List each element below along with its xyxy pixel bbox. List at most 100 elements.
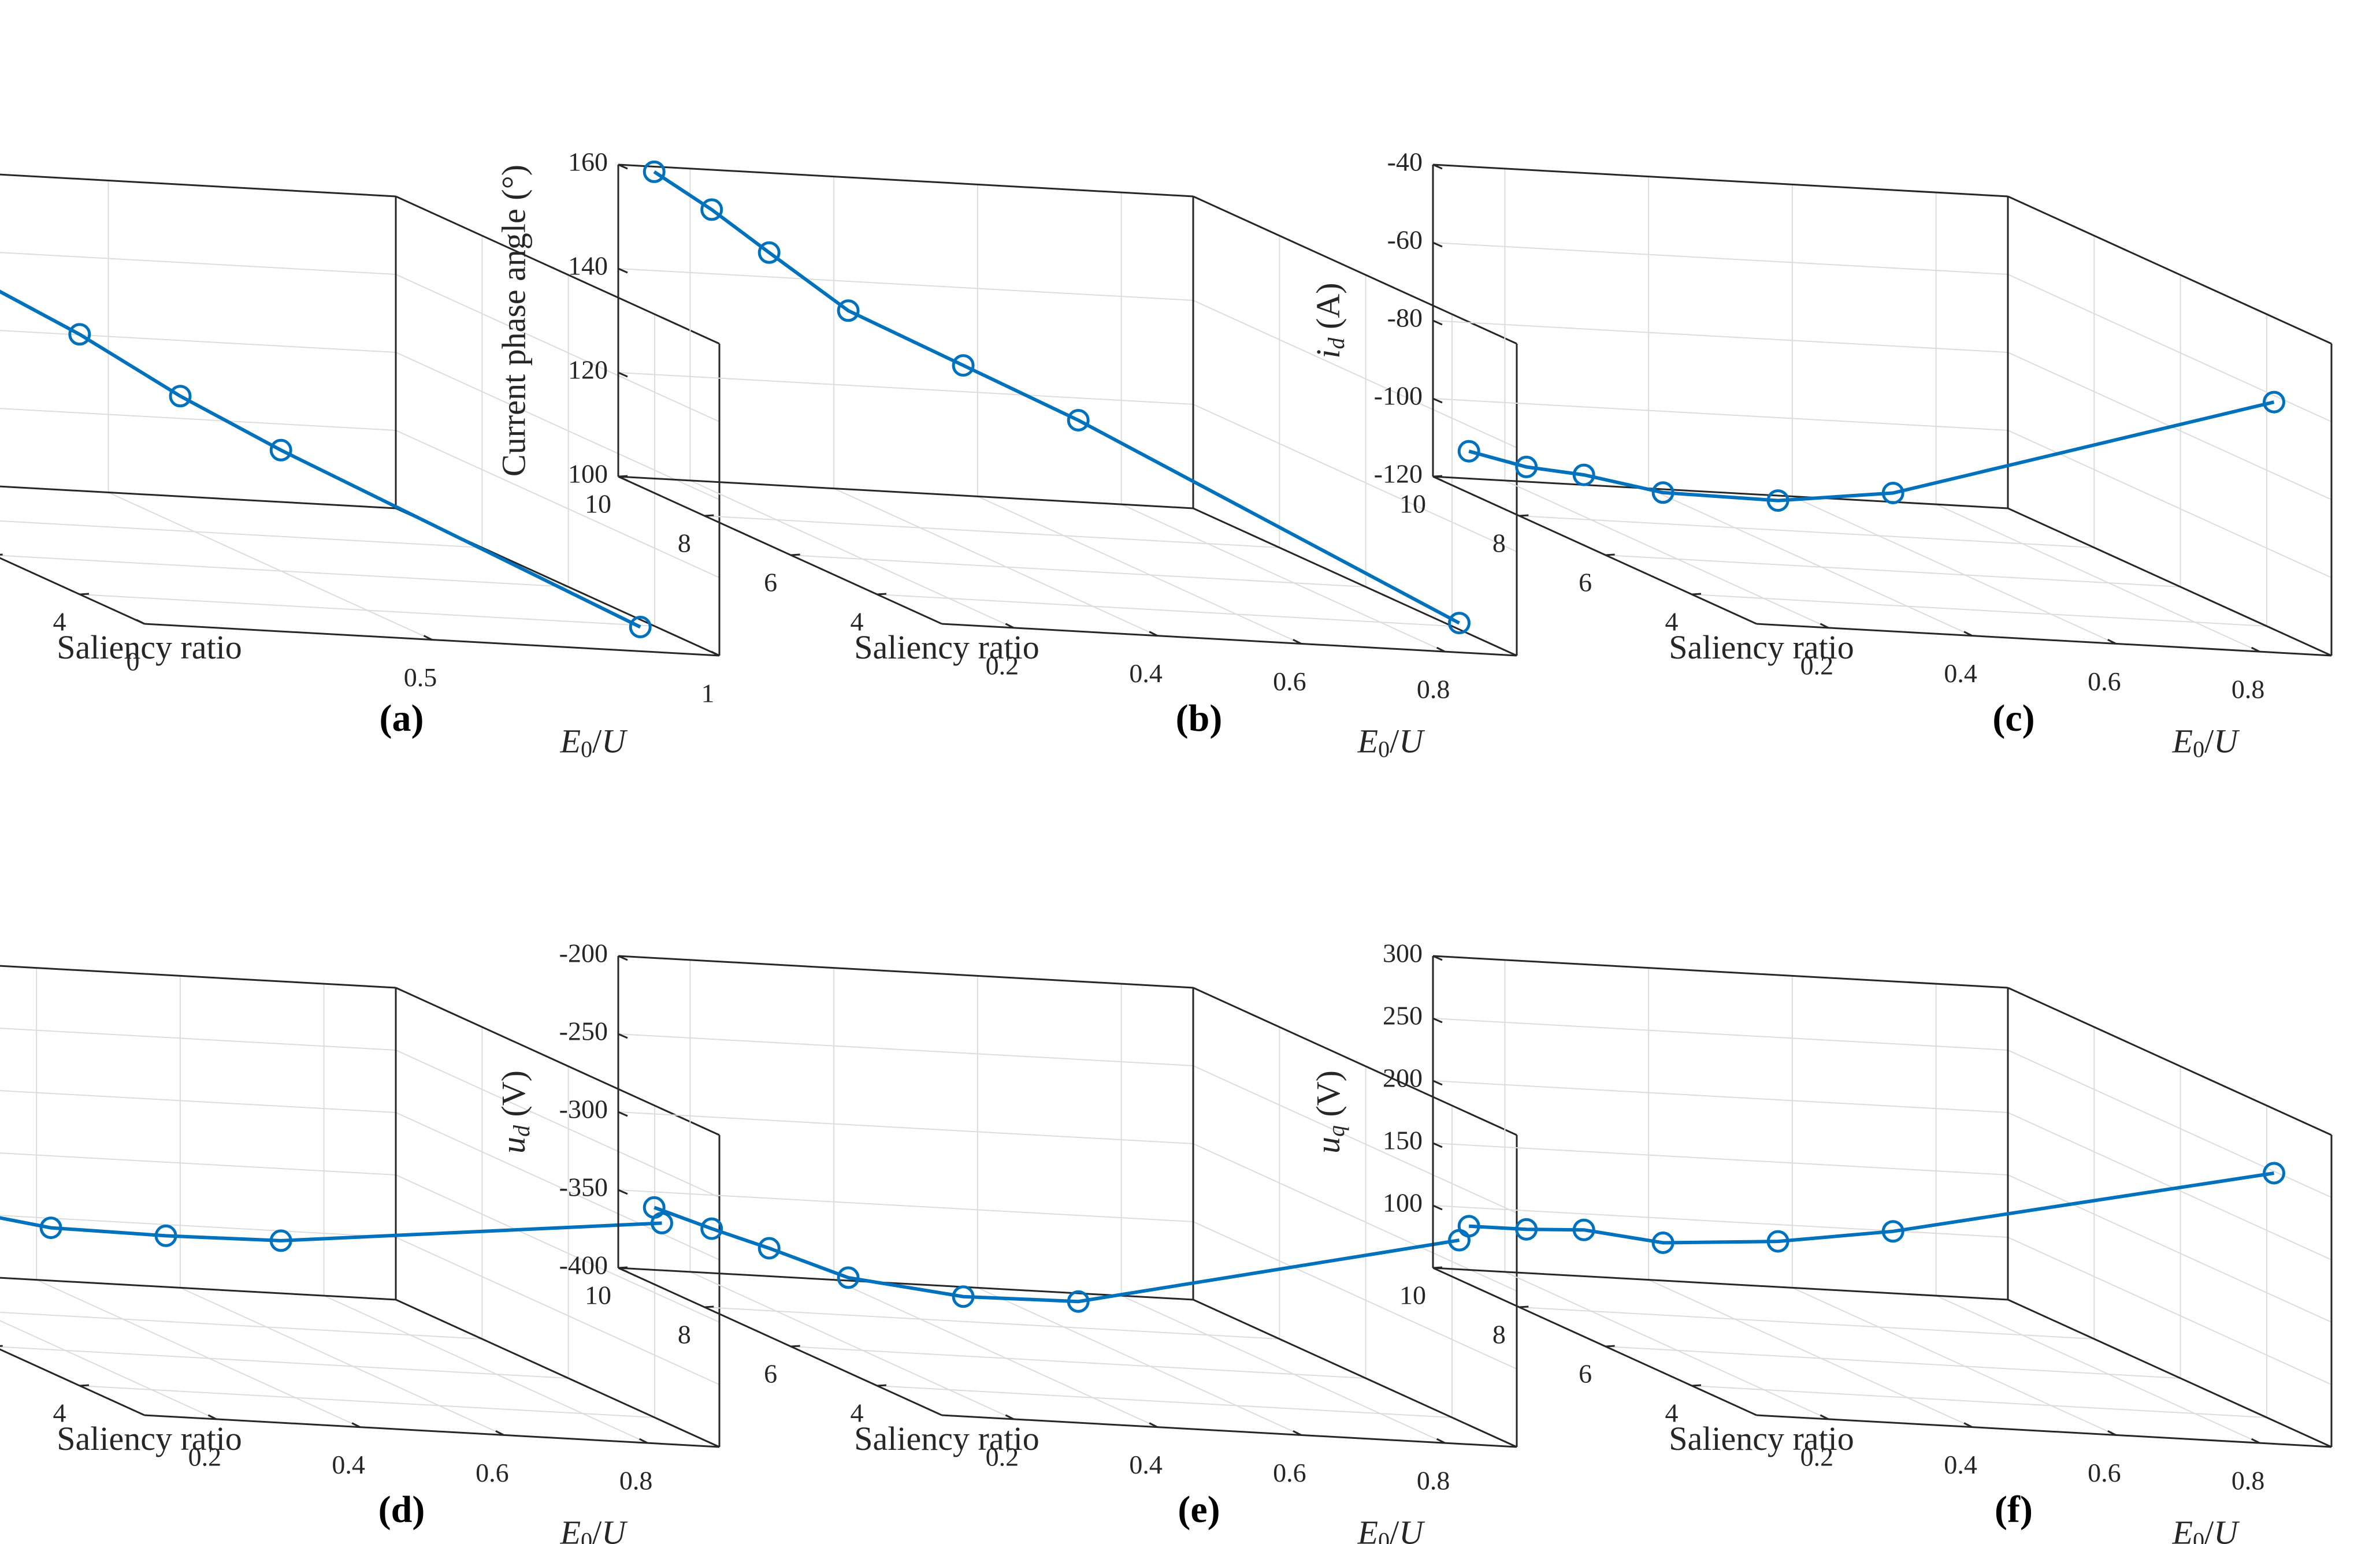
y-tick-label: 4 bbox=[851, 1398, 864, 1428]
z-tick-label: -200 bbox=[559, 939, 608, 968]
data-point bbox=[952, 354, 975, 377]
x-tick bbox=[1005, 1414, 1015, 1420]
data-point bbox=[1572, 1218, 1595, 1241]
z-tick-label: 100 bbox=[1383, 1188, 1423, 1218]
data-point bbox=[1457, 1215, 1480, 1238]
x-tick bbox=[1149, 631, 1158, 637]
side-gridline-z bbox=[1193, 1221, 1517, 1370]
y-tick-label: 6 bbox=[1579, 568, 1592, 597]
axes-box-edge bbox=[395, 1299, 720, 1448]
x-tick-label: 0.2 bbox=[1800, 650, 1834, 680]
z-axis-label: uq (V) bbox=[1309, 1070, 1349, 1154]
y-tick-label: 4 bbox=[53, 1398, 66, 1428]
data-point bbox=[1572, 463, 1595, 486]
floor-gridline-x bbox=[689, 479, 1014, 628]
floor-gridline-y bbox=[1605, 555, 2181, 587]
x-tick-label: 1 bbox=[701, 679, 715, 708]
axes-box-edge bbox=[1432, 475, 1757, 625]
floor-gridline-x bbox=[1121, 504, 1446, 653]
panel-label: (d) bbox=[378, 1489, 425, 1531]
back-gridline-z bbox=[0, 965, 396, 988]
axes-box-edge bbox=[1756, 623, 2332, 657]
axes-box-edge bbox=[395, 987, 720, 1136]
x-tick-label: 0 bbox=[127, 647, 140, 676]
floor-gridline-x bbox=[977, 1287, 1302, 1436]
data-point bbox=[700, 198, 723, 221]
floor-gridline-x bbox=[833, 1279, 1158, 1428]
floor-gridline-x bbox=[1936, 504, 2260, 653]
x-tick bbox=[1436, 646, 1446, 653]
back-gridline-z bbox=[0, 1090, 396, 1113]
z-tick bbox=[618, 955, 628, 961]
z-tick bbox=[618, 267, 628, 274]
x-tick-label: 0.8 bbox=[2232, 675, 2265, 704]
side-gridline-z bbox=[2007, 1237, 2332, 1385]
back-gridline-z bbox=[1432, 242, 2008, 275]
y-tick-label: 6 bbox=[764, 1359, 777, 1389]
floor-gridline-y bbox=[790, 1346, 1366, 1379]
z-tick bbox=[1432, 475, 1443, 482]
axes-box-edge bbox=[618, 475, 942, 625]
y-tick-label: 6 bbox=[764, 568, 777, 597]
panel-label: (b) bbox=[1176, 697, 1223, 739]
back-gridline-z bbox=[1432, 1080, 2008, 1113]
panel-b: 0.2 0.4 0.6 0.846810100120140160E0/USalienc… bbox=[495, 147, 1518, 762]
data-point bbox=[154, 1224, 177, 1247]
y-tick bbox=[877, 1384, 887, 1387]
x-tick-label: 0.6 bbox=[2088, 667, 2121, 696]
panel-e: 0.2 0.4 0.6 0.846810-400-350-300-250-200E0/… bbox=[495, 939, 1518, 1544]
axes-box-edge bbox=[1193, 987, 1517, 1136]
axes-box-edge bbox=[2007, 987, 2332, 1136]
x-tick bbox=[2251, 646, 2260, 653]
x-tick-label: 0.6 bbox=[1273, 1458, 1306, 1487]
side-gridline-z bbox=[395, 1174, 720, 1323]
z-axis-label: Current phase angle (°) bbox=[495, 165, 532, 477]
data-point bbox=[269, 438, 292, 462]
x-tick-label: 0.4 bbox=[1129, 658, 1163, 688]
x-axis-label: E0/U bbox=[2172, 1514, 2241, 1544]
z-tick bbox=[1432, 1017, 1443, 1024]
x-tick-label: 0.6 bbox=[2088, 1458, 2121, 1487]
x-tick bbox=[1436, 1438, 1446, 1444]
axes-box-edge bbox=[0, 965, 396, 989]
data-point bbox=[1881, 1220, 1904, 1243]
x-tick bbox=[1820, 623, 1829, 629]
floor-gridline-y bbox=[0, 1311, 482, 1340]
floor-gridline-x bbox=[1792, 1287, 2117, 1436]
side-gridline-z bbox=[2007, 1050, 2332, 1198]
series-line bbox=[0, 289, 641, 629]
floor-gridline-x bbox=[1936, 1295, 2260, 1444]
axes-box-edge bbox=[618, 1267, 942, 1416]
x-axis-label: E0/U bbox=[1357, 723, 1426, 762]
back-gridline-z bbox=[1432, 1018, 2008, 1051]
x-tick-label: 0.2 bbox=[1800, 1442, 1834, 1471]
x-tick-label: 0.5 bbox=[404, 663, 437, 692]
side-gridline-z bbox=[1193, 300, 1517, 448]
y-tick-label: 4 bbox=[1665, 607, 1679, 637]
axes-box-edge bbox=[941, 1414, 1517, 1448]
data-point bbox=[643, 160, 666, 183]
z-tick bbox=[1432, 241, 1443, 248]
side-gridline-z bbox=[395, 274, 720, 422]
y-tick bbox=[704, 514, 714, 517]
axes-box-edge bbox=[1432, 955, 2008, 989]
floor-gridline-x bbox=[36, 1279, 361, 1428]
y-axis-label: Saliency ratio bbox=[57, 628, 242, 666]
x-tick-label: 0.8 bbox=[1417, 675, 1450, 704]
side-gridline-z bbox=[1193, 1065, 1517, 1214]
y-tick-label: 4 bbox=[1665, 1398, 1679, 1428]
x-tick-label: 0.8 bbox=[1417, 1466, 1450, 1495]
z-tick bbox=[1432, 1080, 1443, 1086]
x-tick-label: 0.8 bbox=[619, 1466, 653, 1495]
z-tick-label: -350 bbox=[559, 1173, 608, 1202]
axes-box-edge bbox=[2007, 507, 2332, 657]
back-gridline-z bbox=[0, 174, 396, 197]
x-tick bbox=[423, 635, 433, 641]
data-point bbox=[68, 323, 91, 346]
series-line bbox=[654, 1206, 1460, 1304]
back-gridline-z bbox=[618, 372, 1194, 405]
floor-gridline-y bbox=[1691, 594, 2267, 627]
x-tick-label: 0.2 bbox=[188, 1442, 222, 1471]
data-point bbox=[269, 1229, 292, 1252]
back-gridline-z bbox=[618, 1033, 1194, 1066]
